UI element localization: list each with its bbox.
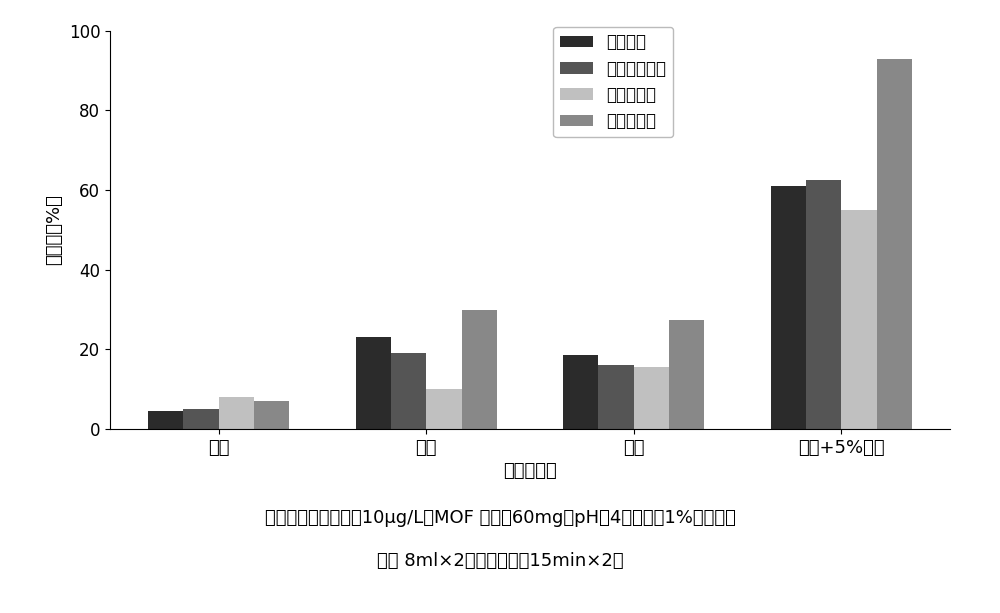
Bar xyxy=(183,409,219,429)
Text: （萌取条件：浓度：10μg/L；MOF 用量：60mg；pH：4；盐度：1%；洗脱剂: （萌取条件：浓度：10μg/L；MOF 用量：60mg；pH：4；盐度：1%；洗… xyxy=(265,509,735,527)
Bar xyxy=(356,337,391,429)
Legend: 磺胺嘇啶, 磺胺甲基嘇啶, 磺胺氯哒啹, 磺胺甲恶圕: 磺胺嘇啶, 磺胺甲基嘇啶, 磺胺氯哒啹, 磺胺甲恶圕 xyxy=(553,27,673,137)
Bar xyxy=(841,210,877,429)
Bar xyxy=(806,180,841,429)
Bar xyxy=(254,401,289,429)
X-axis label: 洗脱剂种类: 洗脱剂种类 xyxy=(503,462,557,481)
Y-axis label: 回收率（%）: 回收率（%） xyxy=(45,194,63,265)
Bar xyxy=(462,310,497,429)
Bar xyxy=(669,319,704,429)
Bar xyxy=(771,186,806,429)
Bar xyxy=(563,356,598,429)
Bar xyxy=(877,58,912,429)
Bar xyxy=(426,389,462,429)
Bar xyxy=(148,411,183,429)
Bar xyxy=(219,397,254,429)
Bar xyxy=(391,353,426,429)
Bar xyxy=(634,367,669,429)
Text: 用量 8ml×2；洗脱时间：15min×2）: 用量 8ml×2；洗脱时间：15min×2） xyxy=(377,552,623,570)
Bar xyxy=(598,365,634,429)
